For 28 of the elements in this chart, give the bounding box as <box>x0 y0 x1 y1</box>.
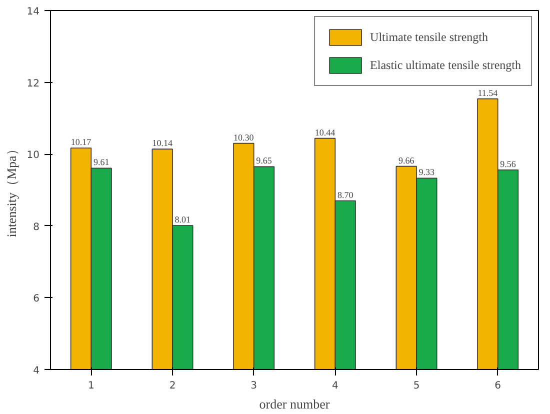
data-label: 10.44 <box>314 127 336 138</box>
data-label: 8.01 <box>174 214 191 225</box>
legend-label: Elastic ultimate tensile strength <box>370 58 521 72</box>
x-tick-label: 5 <box>413 380 420 392</box>
x-tick-label: 1 <box>88 380 94 392</box>
data-label: 9.61 <box>93 157 110 168</box>
y-axis-title: intensity（Mpa） <box>4 142 19 238</box>
x-tick-label: 3 <box>250 380 258 392</box>
y-tick-label: 12 <box>26 78 40 90</box>
y-tick-label: 8 <box>33 222 40 233</box>
data-label: 8.70 <box>337 190 354 200</box>
data-label: 10.17 <box>70 136 92 147</box>
legend-label: Ultimate tensile strength <box>370 30 488 44</box>
data-label: 9.33 <box>418 167 436 178</box>
data-label: 11.54 <box>478 88 498 98</box>
x-tick-label: 4 <box>332 380 338 392</box>
y-tick-label: 14 <box>26 6 40 18</box>
y-tick-label: 10 <box>26 150 40 162</box>
data-label: 9.65 <box>256 156 272 166</box>
data-label: 10.30 <box>234 132 254 142</box>
x-axis-title: order number <box>259 396 330 412</box>
data-label: 9.56 <box>500 158 516 169</box>
x-tick-label: 6 <box>494 380 502 392</box>
data-label: 9.66 <box>398 155 415 166</box>
x-tick-label: 2 <box>169 380 176 392</box>
y-tick-label: 6 <box>33 294 40 305</box>
data-label: 10.14 <box>152 138 173 148</box>
y-tick-label: 4 <box>33 366 40 376</box>
